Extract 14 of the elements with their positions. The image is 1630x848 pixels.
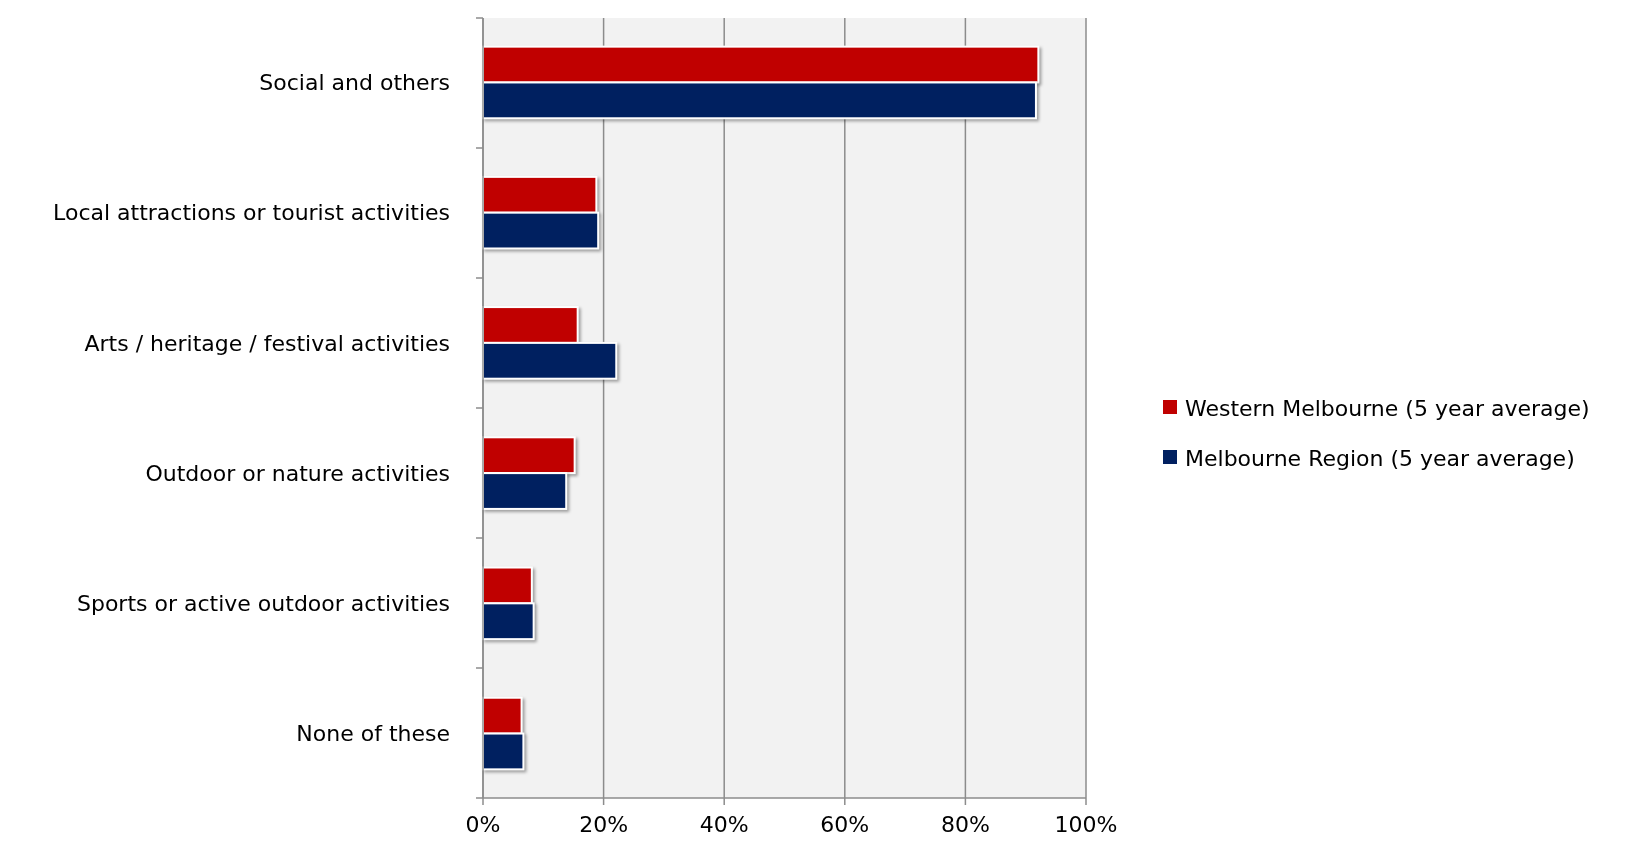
y-tick-label: Sports or active outdoor activities xyxy=(76,591,450,617)
x-tick-label: 100% xyxy=(1054,812,1118,837)
x-tick-label: 40% xyxy=(699,812,749,837)
x-tick-label: 80% xyxy=(940,812,990,837)
x-tick-label: 0% xyxy=(465,812,501,837)
y-tick-label: Arts / heritage / festival activities xyxy=(84,330,450,356)
x-tick-label: 60% xyxy=(820,812,870,837)
y-tick-label: Outdoor or nature activities xyxy=(145,460,450,486)
x-tick-label: 20% xyxy=(579,812,629,837)
y-tick-label: None of these xyxy=(296,721,450,747)
y-tick-label: Social and others xyxy=(259,70,450,96)
y-tick-label: Local attractions or tourist activities xyxy=(53,200,450,226)
legend-label: Melbourne Region (5 year average) xyxy=(1185,445,1575,471)
legend-label: Western Melbourne (5 year average) xyxy=(1185,395,1590,421)
